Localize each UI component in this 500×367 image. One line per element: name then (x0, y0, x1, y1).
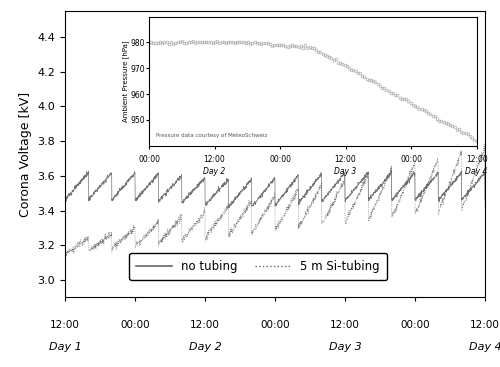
Text: Day 1: Day 1 (48, 342, 82, 352)
Text: Day 3: Day 3 (328, 342, 362, 352)
Legend: no tubing, 5 m Si-tubing: no tubing, 5 m Si-tubing (130, 253, 387, 280)
Text: 12:00: 12:00 (330, 320, 360, 330)
Y-axis label: Corona Voltage [kV]: Corona Voltage [kV] (19, 92, 32, 217)
Text: 12:00: 12:00 (190, 320, 220, 330)
Text: Day 2: Day 2 (188, 342, 222, 352)
Text: 00:00: 00:00 (260, 320, 290, 330)
Text: 00:00: 00:00 (120, 320, 150, 330)
Text: Day 4: Day 4 (468, 342, 500, 352)
Text: 12:00: 12:00 (470, 320, 500, 330)
Text: 00:00: 00:00 (400, 320, 430, 330)
Text: 12:00: 12:00 (50, 320, 80, 330)
